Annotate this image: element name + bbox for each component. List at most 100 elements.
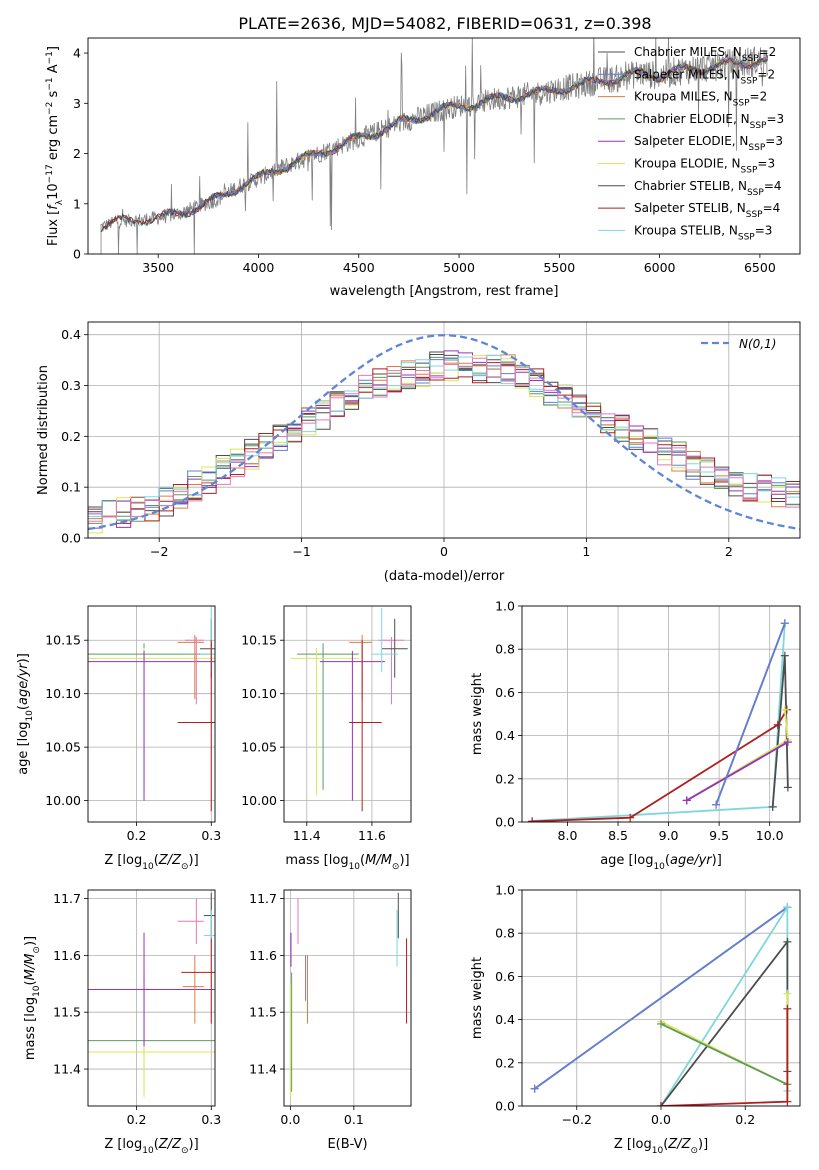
x-axis-label-part: mass [log [285, 853, 348, 868]
legend-label-part: =3 [757, 157, 775, 171]
legend-label-part: =3 [765, 134, 783, 148]
x-axis-label-part: Z/Z [158, 1137, 182, 1152]
tick-label-y: 0.6 [495, 685, 515, 700]
y-axis-label-part: −1 [45, 77, 55, 90]
Z_vs_weight-plot-area [522, 890, 800, 1106]
residual-legend: N(0,1) [701, 337, 776, 351]
tick-label-x: 9.0 [659, 828, 679, 843]
tick-label-y: 11.6 [53, 948, 81, 963]
tick-label-x: 0 [440, 544, 448, 559]
y-axis-label-part: )] [16, 653, 31, 663]
y-axis-label-part: mass [log [23, 997, 38, 1060]
legend-label-part: =2 [759, 45, 777, 59]
tick-label-x: 6500 [744, 260, 776, 275]
tick-label-y: 0.4 [495, 1012, 515, 1027]
tick-label-x: 11.6 [358, 828, 386, 843]
spectrum-frame [87, 37, 801, 255]
x-axis-label: E(B-V) [327, 1137, 367, 1152]
tick-label-y: 10.00 [45, 793, 81, 808]
legend-label: Kroupa STELIB, NSSP=3 [634, 223, 772, 242]
tick-label-x: 0.2 [127, 828, 147, 843]
legend-label-part: =3 [755, 223, 773, 237]
legend-label-part: Kroupa ELODIE, N [634, 157, 741, 171]
x-axis-label-part: 10 [652, 1146, 664, 1156]
x-axis-label-part: ⊙ [690, 1146, 698, 1156]
mass_vs_age-frame [283, 605, 412, 823]
x-axis-label-part: )] [189, 853, 199, 868]
tick-label-x: −1 [292, 544, 310, 559]
Z_vs_mass-frame [87, 889, 216, 1107]
ebv_vs_mass-frame [283, 889, 412, 1107]
y-axis-label-part: −2 [45, 102, 55, 115]
x-axis-label: Z [log10(Z/Z⊙)] [104, 853, 198, 872]
x-axis-label: (data-model)/error [384, 569, 505, 584]
tick-label-x: 5000 [443, 260, 475, 275]
y-axis-label: mass weight [470, 673, 485, 755]
legend-label-part: SSP [741, 166, 758, 176]
legend-label-part: Chabrier ELODIE, N [634, 112, 750, 126]
tick-label-x: 2 [725, 544, 733, 559]
tick-label-y: 0.3 [61, 378, 81, 393]
tick-label-y: 10.10 [241, 686, 277, 701]
legend-label-part: Chabrier STELIB, N [634, 179, 747, 193]
Z_vs_age-frame [87, 605, 216, 823]
legend-label-part: =4 [763, 201, 781, 215]
legend-label-part: =4 [764, 179, 782, 193]
tick-label-y: 2 [73, 146, 81, 161]
y-axis-label-part: ] [46, 46, 61, 51]
legend-label: Chabrier ELODIE, NSSP=3 [634, 112, 784, 131]
figure-title: PLATE=2636, MJD=54082, FIBERID=0631, z=0… [238, 14, 651, 33]
tick-label-y: 0.1 [61, 480, 81, 495]
legend-label-part: Kroupa STELIB, N [634, 223, 738, 237]
x-axis-label: age [log10(age/yr)] [600, 853, 722, 872]
legend-label-part: SSP [738, 232, 755, 242]
x-axis-label-part: age/yr [670, 853, 713, 868]
tick-label-y: 3 [73, 96, 81, 111]
tick-label-y: 0.2 [495, 1055, 515, 1070]
legend-label-part: Salpeter MILES, N [634, 67, 741, 81]
tick-label-x: 0.0 [651, 1112, 671, 1127]
model-line-chabrier-miles [161, 57, 768, 219]
legend-label-part: Kroupa MILES, N [634, 90, 733, 104]
tick-label-x: 6000 [644, 260, 676, 275]
x-axis-label-part: Z/Z [667, 1137, 691, 1152]
tick-label-x: 4500 [343, 260, 375, 275]
tick-label-y: 1.0 [495, 883, 515, 898]
tick-label-y: 11.5 [249, 1005, 277, 1020]
x-axis-label-part: Z [log [104, 853, 142, 868]
legend-label: N(0,1) [739, 337, 776, 351]
x-axis-label-part: ⊙ [181, 862, 189, 872]
y-axis-label-part: Flux [ [46, 210, 61, 246]
y-axis-label-part: ( [16, 705, 31, 710]
tick-label-y: 0.8 [495, 926, 515, 941]
tick-label-y: 1 [73, 196, 81, 211]
x-axis-label-part: ( [663, 1137, 668, 1152]
legend-label-part: =3 [766, 112, 784, 126]
x-axis-label-part: )] [698, 1137, 708, 1152]
y-axis-label: mass [log10(M/M⊙)] [23, 936, 42, 1060]
spectrum-axes: 3500 4000 4500 5000 5500 6000 6500 0 1 2 3 4 Chabrie… [45, 37, 801, 299]
tick-label-y: 11.7 [53, 891, 81, 906]
tick-label-x: 9.5 [709, 828, 729, 843]
legend-label-part: SSP [750, 121, 767, 131]
tick-label-y: 0.0 [495, 815, 515, 830]
y-axis-label-part: s [46, 90, 61, 101]
mass_vs_age-plot-area [284, 606, 411, 822]
residual-histogram [88, 362, 800, 524]
x-axis-label: mass [log10(M/M⊙)] [285, 853, 409, 872]
y-axis-label: Flux [fλ10−17 erg cm−2 s−1 A−1] [45, 46, 65, 246]
x-axis-label-part: E(B-V) [327, 1137, 367, 1152]
x-axis-label-part: 10 [142, 1146, 154, 1156]
y-axis-label-part: 10 [46, 183, 61, 200]
legend-label: Salpeter MILES, NSSP=2 [634, 67, 775, 86]
tick-label-y: 10.10 [45, 686, 81, 701]
legend-label-part: SSP [741, 76, 758, 86]
tick-label-y: 0.6 [495, 969, 515, 984]
gaussian-curve [88, 334, 800, 531]
legend-label-part: =2 [757, 67, 775, 81]
legend-label-part: Chabrier MILES, N [634, 45, 742, 59]
x-axis-label-part: ( [665, 853, 670, 868]
tick-label-x: 4000 [243, 260, 275, 275]
legend-label: Kroupa ELODIE, NSSP=3 [634, 157, 775, 176]
y-axis-label-part: )] [23, 936, 38, 946]
